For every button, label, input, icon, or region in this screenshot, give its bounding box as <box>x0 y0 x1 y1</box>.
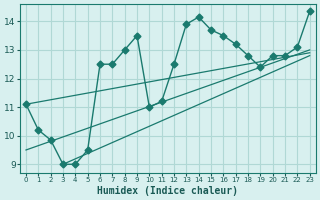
X-axis label: Humidex (Indice chaleur): Humidex (Indice chaleur) <box>97 186 238 196</box>
